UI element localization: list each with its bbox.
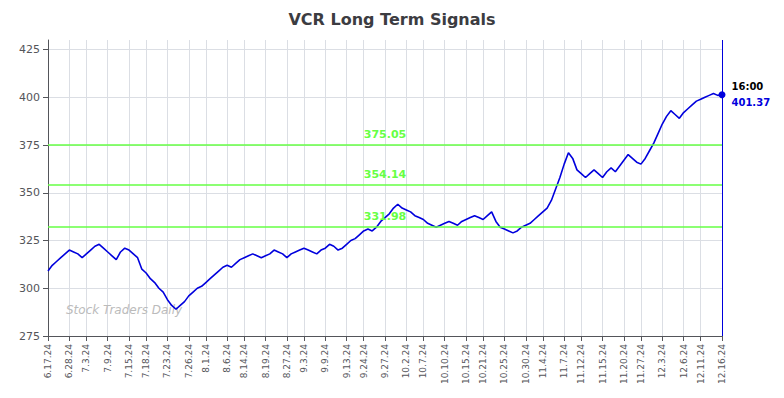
svg-text:11.7.24: 11.7.24 (559, 344, 569, 379)
svg-text:10.10.24: 10.10.24 (440, 344, 450, 384)
svg-text:10.21.24: 10.21.24 (478, 344, 488, 384)
svg-text:350: 350 (19, 186, 40, 199)
svg-text:354.14: 354.14 (364, 168, 407, 181)
svg-text:8.6.24: 8.6.24 (222, 344, 232, 373)
svg-text:8.19.24: 8.19.24 (261, 344, 271, 379)
svg-text:12.16.24: 12.16.24 (717, 344, 727, 384)
svg-text:401.37: 401.37 (732, 97, 771, 108)
svg-text:10.2.24: 10.2.24 (401, 344, 411, 379)
svg-text:11.4.24: 11.4.24 (538, 344, 548, 379)
svg-text:10.30.24: 10.30.24 (521, 344, 531, 384)
svg-text:9.24.24: 9.24.24 (359, 344, 369, 379)
svg-text:331.98: 331.98 (364, 210, 406, 223)
svg-text:300: 300 (19, 282, 40, 295)
svg-text:10.7.24: 10.7.24 (418, 344, 428, 379)
svg-text:7.9.24: 7.9.24 (103, 344, 113, 373)
svg-text:VCR Long Term Signals: VCR Long Term Signals (288, 10, 495, 29)
svg-text:11.12.24: 11.12.24 (576, 344, 586, 384)
svg-text:8.27.24: 8.27.24 (282, 344, 292, 379)
svg-text:375: 375 (19, 139, 40, 152)
svg-text:275: 275 (19, 330, 40, 343)
svg-text:325: 325 (19, 234, 40, 247)
svg-text:Stock Traders Daily: Stock Traders Daily (66, 303, 183, 317)
svg-text:400: 400 (19, 91, 40, 104)
svg-text:7.26.24: 7.26.24 (184, 344, 194, 379)
svg-text:7.23.24: 7.23.24 (162, 344, 172, 379)
svg-text:16:00: 16:00 (732, 81, 764, 92)
svg-text:7.3.24: 7.3.24 (81, 344, 91, 373)
svg-text:9.9.24: 9.9.24 (320, 344, 330, 373)
svg-text:6.28.24: 6.28.24 (64, 344, 74, 379)
svg-text:11.27.24: 11.27.24 (636, 344, 646, 384)
svg-text:8.14.24: 8.14.24 (239, 344, 249, 379)
svg-text:375.05: 375.05 (364, 128, 406, 141)
svg-text:11.20.24: 11.20.24 (619, 344, 629, 384)
svg-text:9.27.24: 9.27.24 (380, 344, 390, 379)
svg-text:6.17.24: 6.17.24 (43, 344, 53, 379)
svg-text:9.3.24: 9.3.24 (299, 344, 309, 373)
svg-text:12.3.24: 12.3.24 (657, 344, 667, 379)
svg-text:8.1.24: 8.1.24 (201, 344, 211, 373)
svg-text:12.6.24: 12.6.24 (679, 344, 689, 379)
svg-text:12.11.24: 12.11.24 (696, 344, 706, 384)
svg-text:10.25.24: 10.25.24 (499, 344, 509, 384)
svg-text:7.18.24: 7.18.24 (141, 344, 151, 379)
svg-text:7.15.24: 7.15.24 (124, 344, 134, 379)
svg-text:9.13.24: 9.13.24 (342, 344, 352, 379)
svg-text:11.15.24: 11.15.24 (598, 344, 608, 384)
svg-text:10.15.24: 10.15.24 (461, 344, 471, 384)
svg-text:425: 425 (19, 43, 40, 56)
